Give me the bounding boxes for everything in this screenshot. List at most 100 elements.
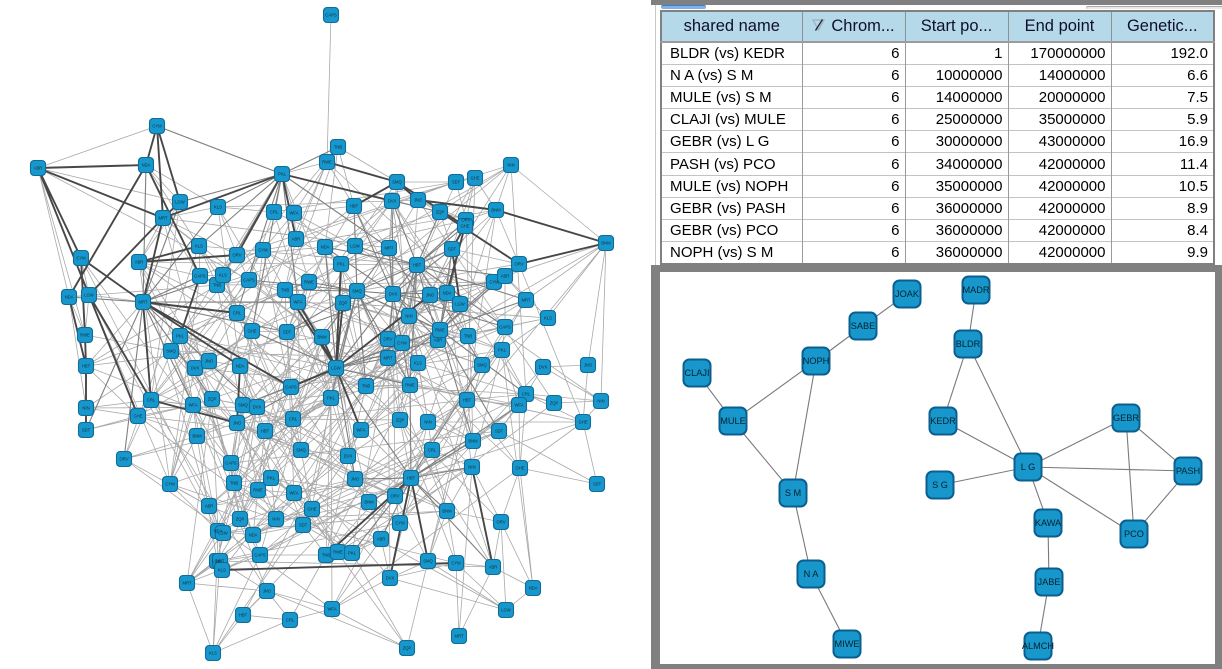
svg-text:GHE: GHE: [247, 329, 256, 334]
svg-text:WFA: WFA: [289, 211, 298, 216]
svg-text:CYM: CYM: [451, 561, 461, 566]
svg-text:LGW: LGW: [331, 366, 341, 371]
svg-text:SMQ: SMQ: [296, 448, 306, 453]
svg-text:L G: L G: [1021, 462, 1035, 472]
svg-text:CYM: CYM: [165, 482, 175, 487]
svg-text:CRL: CRL: [289, 417, 298, 422]
svg-text:CYM: CYM: [397, 341, 407, 346]
svg-text:HBT: HBT: [407, 476, 416, 481]
svg-text:SDT: SDT: [82, 428, 91, 433]
svg-text:CAPS: CAPS: [254, 553, 266, 558]
svg-text:ORV: ORV: [462, 218, 471, 223]
svg-text:ZQP: ZQP: [208, 397, 217, 402]
svg-text:MRT: MRT: [384, 356, 393, 361]
svg-text:SABE: SABE: [851, 321, 876, 331]
svg-text:MRT: MRT: [385, 246, 394, 251]
svg-text:DVX: DVX: [386, 576, 395, 581]
svg-text:HBT: HBT: [82, 364, 91, 369]
svg-text:ABR: ABR: [135, 260, 144, 265]
svg-text:DVX: DVX: [191, 366, 200, 371]
svg-text:TNB: TNB: [230, 481, 239, 486]
svg-text:SMQ: SMQ: [352, 289, 362, 294]
svg-text:TNB: TNB: [213, 283, 222, 288]
svg-text:CRL: CRL: [428, 448, 437, 453]
svg-text:ZQP: ZQP: [339, 301, 348, 306]
svg-text:CAPS: CAPS: [285, 385, 297, 390]
svg-text:CYM: CYM: [76, 256, 86, 261]
svg-text:SMQ: SMQ: [166, 349, 176, 354]
svg-text:NIN: NIN: [405, 314, 412, 319]
svg-text:NIN: NIN: [82, 406, 89, 411]
svg-text:KLS: KLS: [219, 273, 227, 278]
svg-text:ZQP: ZQP: [403, 646, 412, 651]
svg-text:ABR: ABR: [205, 504, 214, 509]
svg-text:ORV: ORV: [233, 253, 242, 258]
svg-text:DVX: DVX: [539, 365, 548, 370]
svg-text:BNM: BNM: [192, 434, 202, 439]
svg-text:S M: S M: [785, 488, 801, 498]
svg-text:PKL: PKL: [327, 396, 336, 401]
svg-text:RWE: RWE: [405, 383, 415, 388]
svg-text:CRL: CRL: [147, 398, 156, 403]
svg-text:NDA: NDA: [321, 245, 330, 250]
svg-text:HBT: HBT: [261, 429, 270, 434]
svg-text:NIN: NIN: [424, 420, 431, 425]
svg-text:KLS: KLS: [214, 205, 222, 210]
svg-text:CRL: CRL: [270, 210, 279, 215]
svg-text:BLDR: BLDR: [956, 339, 981, 349]
svg-text:SMQ: SMQ: [477, 363, 487, 368]
svg-text:PKL: PKL: [348, 551, 357, 556]
svg-text:TNB: TNB: [322, 553, 331, 558]
svg-text:NDA: NDA: [249, 533, 258, 538]
svg-text:HBT: HBT: [239, 613, 248, 618]
svg-text:SDT: SDT: [452, 180, 461, 185]
svg-text:ZQP: ZQP: [236, 517, 245, 522]
svg-text:RWE: RWE: [253, 488, 263, 493]
svg-text:MRT: MRT: [216, 559, 225, 564]
svg-text:RWE: RWE: [333, 550, 343, 555]
svg-text:ORV: ORV: [120, 457, 129, 462]
svg-text:HBT: HBT: [413, 263, 422, 268]
svg-text:BNM: BNM: [491, 208, 501, 213]
svg-text:NDA: NDA: [236, 364, 245, 369]
svg-text:JNO: JNO: [233, 421, 242, 426]
svg-text:BNM: BNM: [317, 335, 327, 340]
svg-text:LGW: LGW: [212, 559, 222, 564]
svg-text:WFA: WFA: [327, 607, 336, 612]
svg-text:CRL: CRL: [286, 618, 295, 623]
svg-text:LGW: LGW: [501, 608, 511, 613]
svg-text:LGW: LGW: [350, 244, 360, 249]
svg-text:WFA: WFA: [293, 300, 302, 305]
svg-text:SDT: SDT: [283, 330, 292, 335]
svg-text:KLS: KLS: [195, 244, 203, 249]
svg-text:MRT: MRT: [522, 298, 531, 303]
svg-text:GHE: GHE: [470, 176, 479, 181]
svg-text:ZQP: ZQP: [436, 210, 445, 215]
svg-text:SDT: SDT: [448, 247, 457, 252]
svg-text:DVX: DVX: [253, 405, 262, 410]
svg-text:SMQ: SMQ: [423, 559, 433, 564]
svg-text:GHE: GHE: [578, 420, 587, 425]
svg-text:TNB: TNB: [281, 288, 290, 293]
svg-text:CYM: CYM: [258, 248, 268, 253]
svg-text:NIN: NIN: [468, 465, 475, 470]
svg-text:KEDR: KEDR: [930, 416, 956, 426]
svg-text:GHE: GHE: [515, 466, 524, 471]
svg-text:GHE: GHE: [307, 507, 316, 512]
svg-text:KAWA: KAWA: [1035, 518, 1062, 528]
svg-text:NDA: NDA: [65, 295, 74, 300]
svg-text:BNM: BNM: [442, 509, 452, 514]
svg-text:RWE: RWE: [304, 280, 314, 285]
svg-text:NDA: NDA: [443, 291, 452, 296]
svg-text:GHE: GHE: [133, 414, 142, 419]
svg-text:N A: N A: [804, 569, 820, 579]
svg-text:CYM: CYM: [152, 124, 162, 129]
svg-text:DVX: DVX: [388, 199, 397, 204]
svg-text:BNM: BNM: [364, 500, 374, 505]
svg-text:ALMCH: ALMCH: [1022, 641, 1054, 651]
svg-text:PKL: PKL: [278, 172, 287, 177]
svg-text:CAPS: CAPS: [499, 325, 511, 330]
svg-text:ABR: ABR: [501, 274, 510, 279]
svg-text:NOPH: NOPH: [803, 356, 830, 366]
svg-text:JNO: JNO: [426, 293, 435, 298]
